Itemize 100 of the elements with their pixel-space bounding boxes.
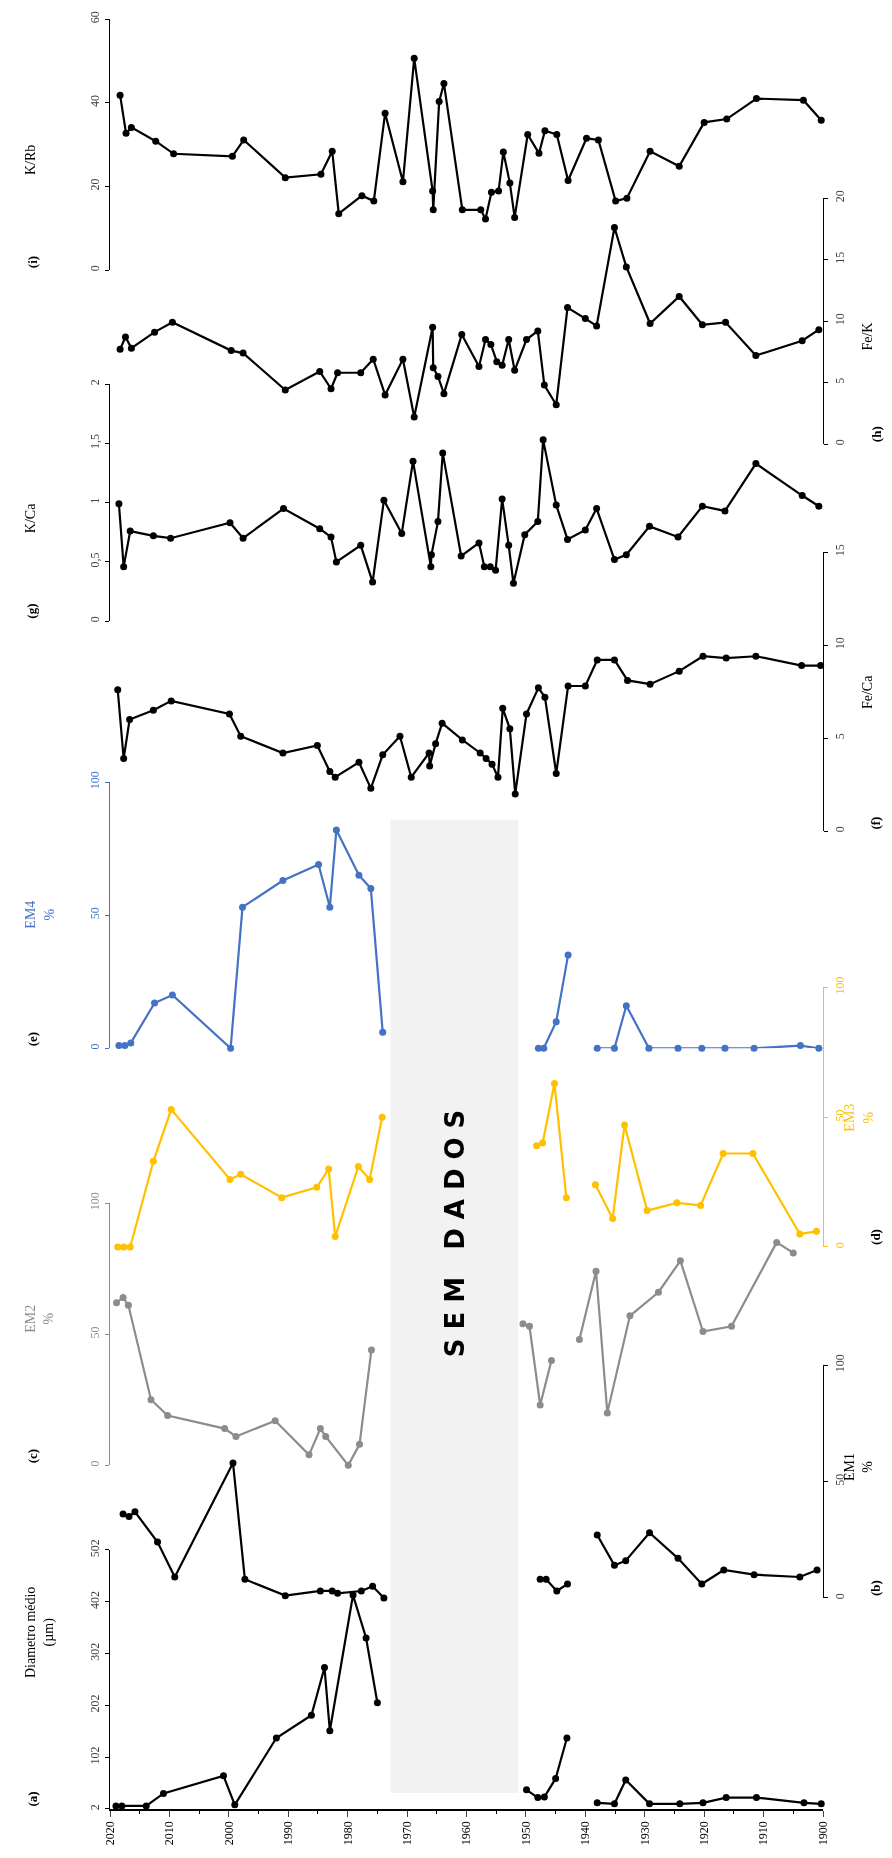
- y-tick-label: 0: [832, 826, 847, 833]
- point: [698, 321, 706, 329]
- point: [370, 197, 378, 205]
- point: [458, 206, 466, 214]
- point: [536, 1575, 544, 1583]
- point: [499, 148, 507, 156]
- point: [118, 1802, 126, 1810]
- y-axis-title: Fe/K: [860, 322, 876, 351]
- point: [149, 532, 157, 540]
- y-axis-title: EM2 %: [23, 1304, 57, 1333]
- point: [240, 136, 248, 144]
- point: [610, 1044, 618, 1052]
- point: [626, 1312, 634, 1320]
- point: [534, 684, 542, 692]
- point: [593, 1044, 601, 1052]
- point: [410, 413, 418, 421]
- point: [592, 1267, 600, 1275]
- y-tick-label: 20: [88, 178, 102, 191]
- point: [593, 1799, 601, 1807]
- point: [534, 1794, 542, 1802]
- point: [550, 1079, 558, 1087]
- point: [542, 1575, 550, 1583]
- point: [327, 385, 335, 393]
- point: [229, 1459, 237, 1467]
- point: [581, 526, 589, 534]
- point: [167, 697, 175, 705]
- point: [281, 1592, 289, 1600]
- point: [320, 1664, 328, 1672]
- point: [458, 331, 466, 339]
- point: [511, 213, 519, 221]
- point: [486, 563, 494, 571]
- y-tick-label: 100: [88, 1192, 102, 1211]
- y-tick-label: 502: [88, 1539, 102, 1558]
- point: [699, 1328, 707, 1336]
- point: [278, 1194, 286, 1202]
- point: [440, 390, 448, 398]
- point: [564, 304, 572, 312]
- y-tick-label: 2: [88, 379, 102, 386]
- x-tick-label: 1900: [815, 1821, 830, 1846]
- point: [313, 1183, 321, 1191]
- point: [334, 369, 342, 377]
- point: [612, 197, 620, 205]
- point: [594, 136, 602, 144]
- y-tick-label: 40: [88, 94, 102, 107]
- point: [369, 355, 377, 363]
- point: [434, 518, 442, 526]
- point: [519, 1320, 527, 1328]
- point: [332, 826, 340, 834]
- point: [334, 1589, 342, 1597]
- point: [149, 1157, 157, 1165]
- point: [381, 109, 389, 117]
- y-tick-label: 0: [88, 1460, 102, 1467]
- point: [152, 137, 160, 145]
- point: [115, 1042, 123, 1050]
- point: [115, 500, 123, 508]
- point: [534, 518, 542, 526]
- point: [114, 686, 122, 694]
- point: [440, 79, 448, 87]
- point: [475, 539, 483, 547]
- point: [116, 91, 124, 99]
- point: [523, 336, 531, 344]
- point: [279, 877, 287, 885]
- point: [322, 1432, 330, 1440]
- text: (i): [24, 255, 40, 269]
- point: [722, 654, 730, 662]
- y-tick-label: 10: [832, 313, 847, 326]
- point: [798, 662, 806, 670]
- point: [226, 519, 234, 527]
- point: [425, 749, 433, 757]
- point: [699, 652, 707, 660]
- x-tick-label: 1920: [697, 1821, 712, 1846]
- y-axis-title: EM3 %: [842, 1103, 876, 1132]
- point: [367, 885, 375, 893]
- point: [378, 1113, 386, 1121]
- point: [426, 762, 434, 770]
- point: [239, 349, 247, 357]
- text: (d): [868, 1229, 884, 1245]
- point: [239, 534, 247, 542]
- point: [525, 1322, 533, 1330]
- point: [721, 507, 729, 515]
- point: [645, 1044, 653, 1052]
- point: [674, 1554, 682, 1562]
- point: [316, 368, 324, 376]
- point: [509, 579, 517, 587]
- point: [344, 1461, 352, 1469]
- point: [219, 1772, 227, 1780]
- point: [127, 123, 135, 131]
- point: [675, 667, 683, 675]
- y-tick-label: 100: [832, 976, 847, 995]
- point: [563, 1734, 571, 1742]
- point: [593, 322, 601, 330]
- point: [552, 401, 560, 409]
- point: [728, 1322, 735, 1330]
- y-tick-label: 10: [832, 637, 847, 650]
- point: [305, 1451, 313, 1459]
- point: [752, 352, 760, 360]
- point: [523, 1786, 531, 1794]
- point: [646, 522, 653, 530]
- point: [750, 1044, 758, 1052]
- point: [720, 1566, 728, 1574]
